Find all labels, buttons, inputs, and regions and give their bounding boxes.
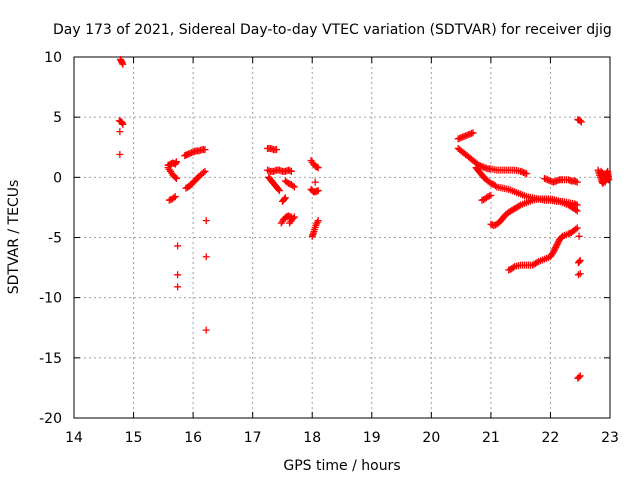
data-point	[575, 373, 583, 381]
data-point	[290, 213, 298, 221]
y-axis: -20 -15 -10 -5 0 5 10	[39, 50, 610, 427]
data-point	[601, 178, 609, 186]
data-point	[572, 225, 580, 233]
data-point	[550, 246, 558, 254]
data-point	[200, 169, 208, 177]
data-point	[311, 178, 319, 186]
data-point	[575, 232, 583, 240]
y-tick-label: 5	[53, 110, 62, 126]
data-point	[491, 182, 499, 190]
data-point	[202, 217, 210, 225]
data-point	[290, 183, 298, 191]
x-tick-label: 22	[542, 430, 560, 446]
data-point	[171, 193, 179, 201]
data-point	[551, 245, 559, 253]
data-point	[314, 187, 322, 195]
y-tick-label: 0	[53, 170, 62, 186]
x-tick-label: 15	[125, 430, 143, 446]
data-point	[202, 326, 210, 334]
x-axis-title: GPS time / hours	[283, 458, 400, 474]
data-point	[202, 253, 210, 261]
data-point	[469, 129, 477, 137]
data-point	[573, 178, 581, 186]
data-point	[172, 175, 180, 183]
data-point	[314, 164, 322, 172]
data-point	[487, 191, 495, 199]
data-point	[119, 120, 127, 128]
x-axis: 14 15 16 17 18 19 20 21 22 23	[65, 57, 619, 446]
data-point	[552, 243, 560, 251]
data-point	[553, 240, 561, 248]
x-tick-label: 20	[422, 430, 440, 446]
data-point	[172, 158, 180, 166]
data-point	[119, 60, 127, 68]
data-point	[573, 224, 581, 232]
data-point	[576, 270, 584, 278]
data-point	[576, 372, 584, 380]
y-axis-title: SDTVAR / TECUs	[6, 180, 22, 295]
data-point	[170, 194, 178, 202]
grid	[74, 57, 610, 418]
x-tick-label: 18	[303, 430, 321, 446]
data-point	[289, 214, 297, 222]
data-point	[575, 258, 583, 266]
y-tick-label: 10	[44, 50, 62, 66]
data-point	[281, 194, 289, 202]
y-tick-label: -10	[39, 291, 62, 307]
data-point	[574, 271, 582, 279]
data-point	[312, 221, 320, 229]
data-point	[576, 256, 584, 264]
x-tick-label: 23	[601, 430, 619, 446]
data-point	[313, 218, 321, 226]
data-point	[272, 146, 280, 154]
data-point	[274, 185, 282, 193]
data-point	[116, 128, 124, 136]
x-tick-label: 17	[244, 430, 262, 446]
data-points	[115, 55, 613, 382]
data-point	[573, 207, 581, 215]
chart-title: Day 173 of 2021, Sidereal Day-to-day VTE…	[53, 22, 612, 38]
data-point	[313, 220, 321, 228]
data-point	[576, 117, 584, 125]
data-point	[174, 242, 182, 250]
data-point	[174, 271, 182, 279]
data-point	[554, 239, 562, 247]
data-point	[275, 187, 283, 195]
y-tick-label: -5	[48, 231, 62, 247]
x-tick-label: 21	[482, 430, 500, 446]
data-point	[287, 167, 295, 175]
x-tick-label: 14	[65, 430, 83, 446]
data-point	[577, 118, 585, 126]
data-point	[572, 206, 580, 214]
data-point	[280, 195, 288, 203]
data-point	[201, 167, 209, 175]
x-tick-label: 19	[363, 430, 381, 446]
y-tick-label: -20	[39, 411, 62, 427]
data-point	[509, 264, 517, 272]
data-point	[552, 242, 560, 250]
data-point	[523, 170, 531, 178]
x-tick-label: 16	[184, 430, 202, 446]
data-point	[201, 146, 209, 154]
data-point	[573, 201, 581, 209]
data-point	[289, 182, 297, 190]
data-point	[171, 173, 179, 181]
data-point	[116, 150, 124, 158]
y-tick-label: -15	[39, 351, 62, 367]
data-point	[174, 283, 182, 291]
data-point	[314, 217, 322, 225]
data-point	[549, 248, 557, 256]
